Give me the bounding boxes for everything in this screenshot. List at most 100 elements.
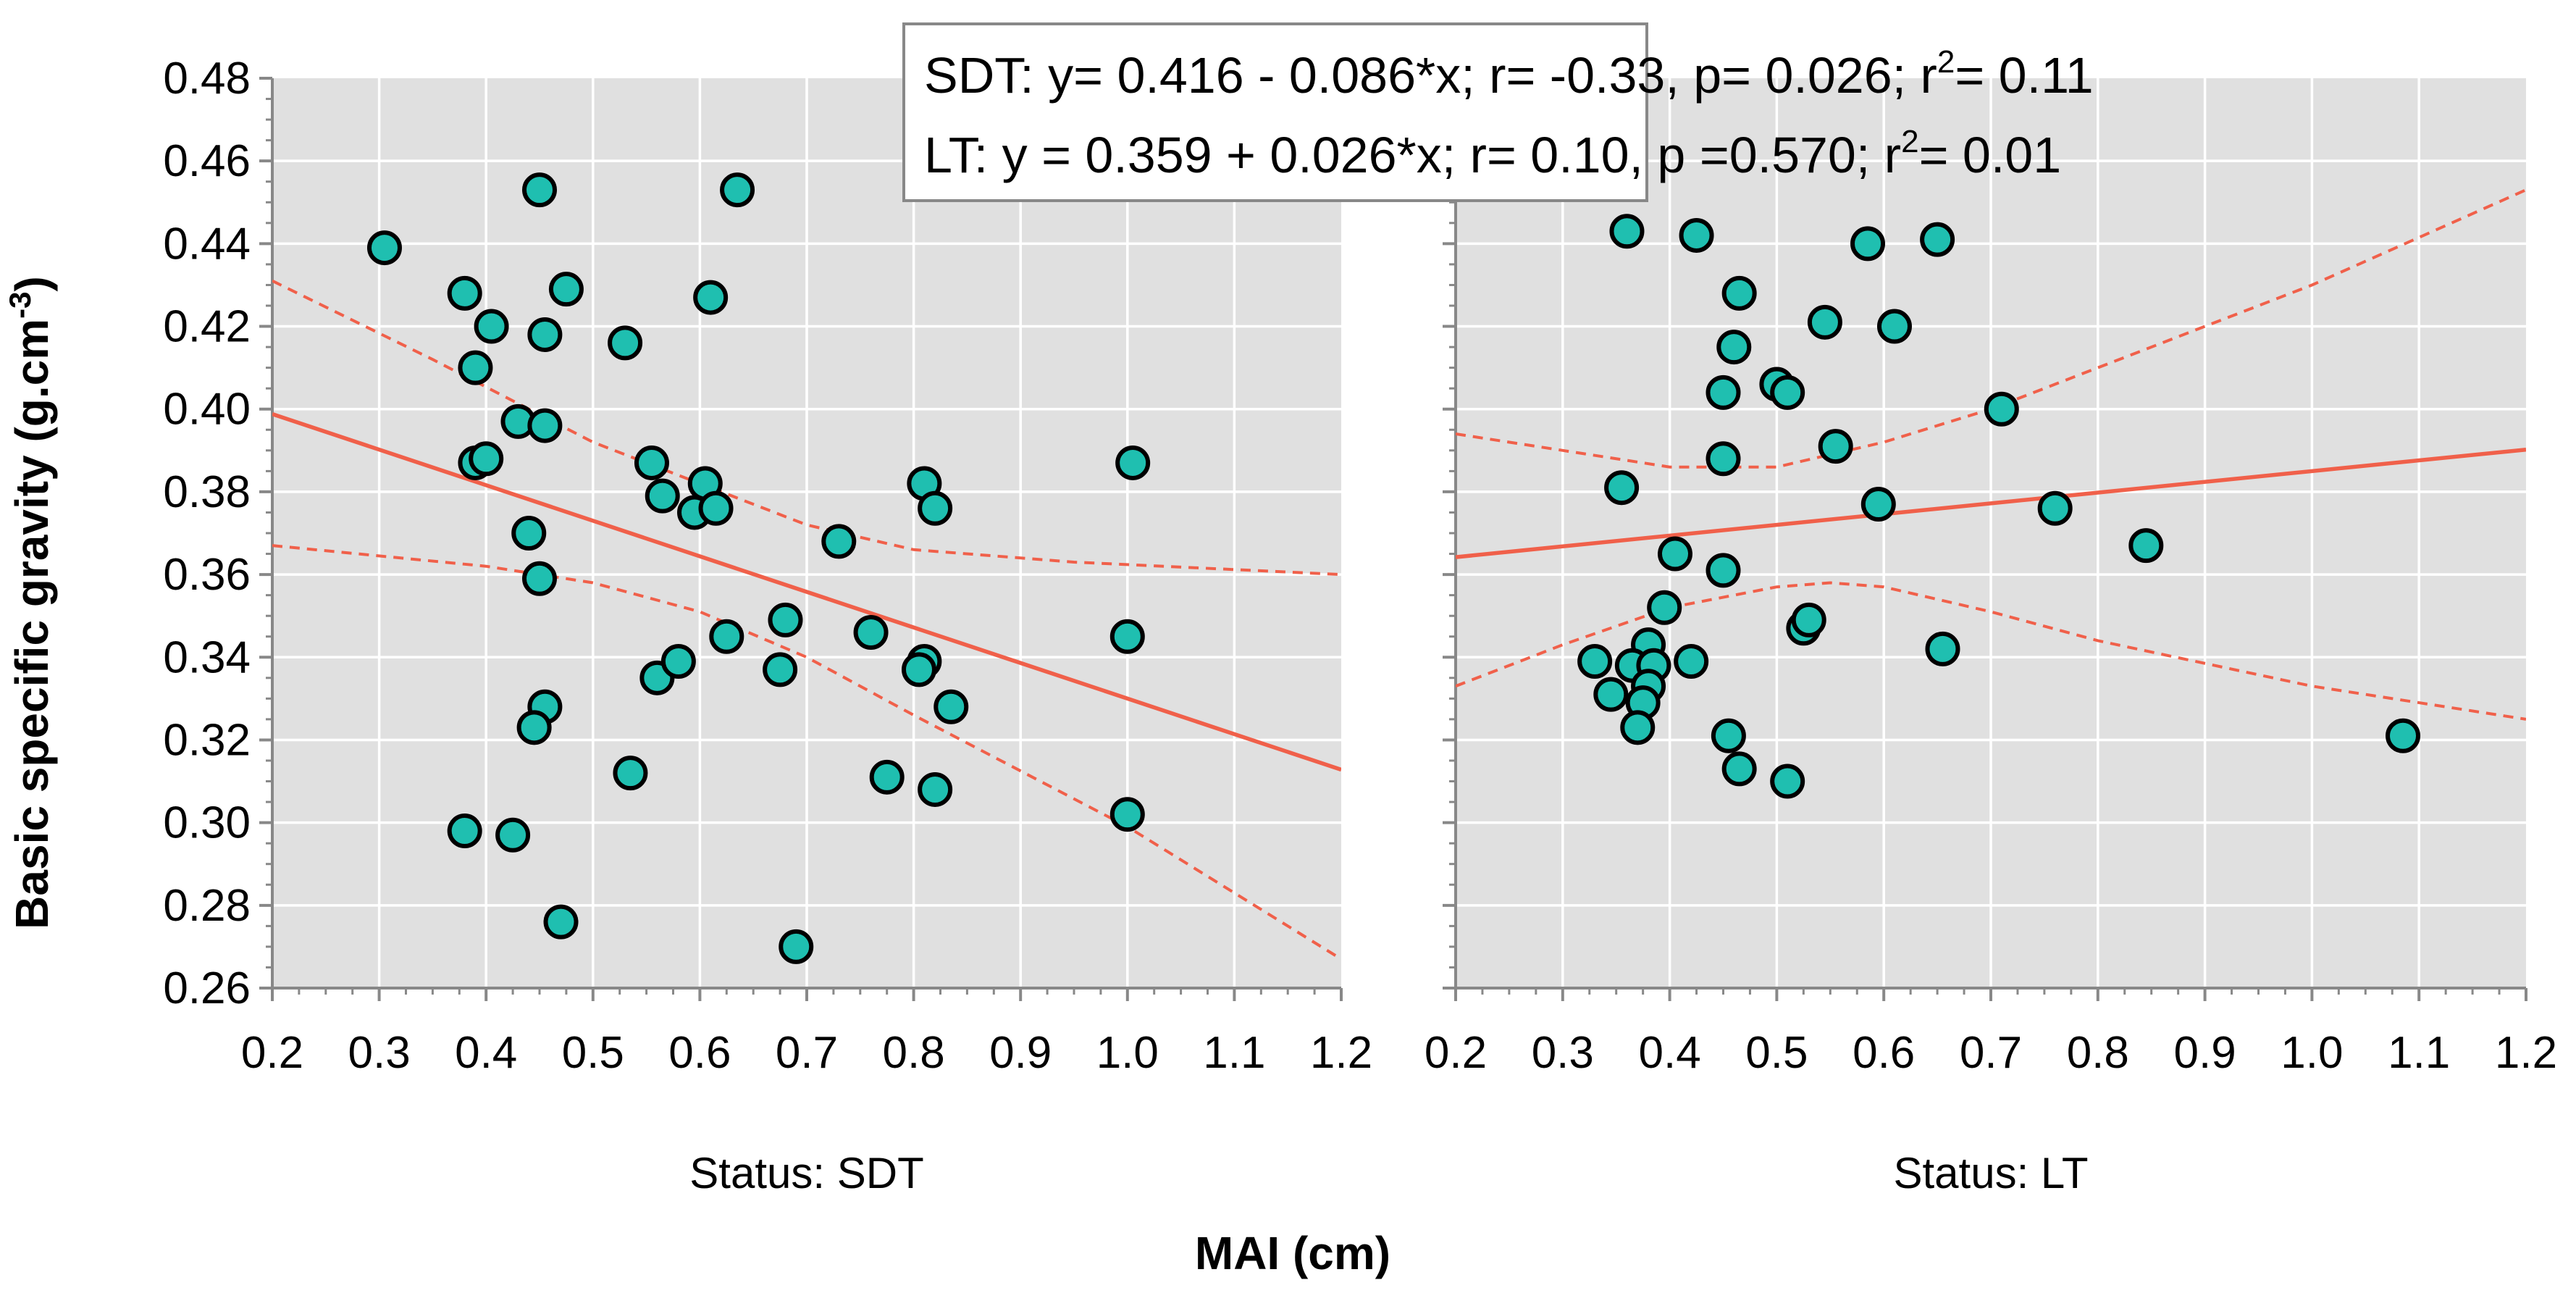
data-point [720,172,755,208]
data-point [660,643,696,679]
ci-lower-line [1456,581,2526,721]
data-point [1818,429,1853,464]
data-point [1770,764,1805,799]
data-point [511,516,547,551]
x-tick-label: 1.1 [2388,1028,2450,1078]
y-tick-label: 0.46 [163,136,251,186]
data-point [709,619,744,654]
data-point [1706,553,1741,588]
x-axis-title: MAI (cm) [1195,1227,1390,1279]
x-tick-label: 1.0 [2281,1028,2343,1078]
data-point [634,445,669,480]
data-point [1860,487,1896,522]
data-point [645,478,680,514]
x-tick-label: 0.9 [2173,1028,2236,1078]
data-point [2128,528,2164,564]
data-point [1109,797,1145,832]
data-point [548,272,584,307]
y-tick-label: 0.42 [163,302,251,352]
x-tick-label: 0.6 [668,1028,731,1078]
y-tick-label: 0.26 [163,963,251,1013]
y-tick-label: 0.32 [163,715,251,765]
x-tick-label: 0.8 [882,1028,944,1078]
data-point [1115,445,1151,480]
data-point [447,275,482,311]
data-point [693,280,729,315]
x-tick-label: 0.7 [1960,1028,2022,1078]
x-tick-label: 1.1 [1203,1028,1265,1078]
legend-box [902,22,1648,202]
y-tick-label: 0.36 [163,550,251,600]
x-tick-label: 0.3 [348,1028,410,1078]
data-point [1770,375,1805,410]
y-tick-label: 0.44 [163,219,251,269]
data-point [543,904,579,940]
y-tick-label: 0.30 [163,798,251,848]
data-point [522,561,557,596]
x-tick-label: 0.2 [1425,1028,1487,1078]
regression-line [1456,447,2526,559]
data-point [1577,643,1613,679]
data-point [1647,590,1682,625]
panel-sdt: 0.26 0.28 0.30 0.32 0.34 0.36 0.38 0.40 0.42 0.44… [163,54,1372,1197]
data-point [495,817,531,853]
data-point [853,615,889,650]
legend: SDT: y= 0.416 - 0.086*x; r= -0.33, p= 0.… [902,22,2094,202]
data-point [608,325,643,361]
data-point [522,172,557,208]
regression-line [272,411,1341,772]
y-tick-label: 0.28 [163,881,251,931]
data-point [474,309,509,344]
legend-line-sdt-tail: = 0.11 [1955,47,2093,104]
x-tick-label: 0.9 [989,1028,1052,1078]
data-point [1657,536,1692,572]
data-point [934,689,969,724]
x-tick-label: 0.4 [455,1028,517,1078]
data-point [1711,718,1746,753]
x-tick-label: 0.8 [2067,1028,2129,1078]
legend-line-lt-sup: 2 [1901,124,1918,159]
data-point [1620,710,1656,745]
data-point [527,408,563,443]
data-point [901,652,936,687]
x-tick-label: 0.4 [1638,1028,1700,1078]
x-tick-label: 0.3 [1532,1028,1594,1078]
ci-lower-line [272,544,1341,961]
panel-lt: 0.2 0.3 0.4 0.5 0.6 0.7 0.8 0.9 1.0 1.1 1.2 Status:… [1425,77,2557,1197]
data-point [763,652,798,687]
legend-line-sdt-sup: 2 [1937,44,1955,80]
legend-line-sdt-text: SDT: y= 0.416 - 0.086*x; r= -0.33, p= 0.… [924,47,1937,104]
data-point [918,490,953,526]
data-point [1609,214,1645,249]
data-point [2037,490,2073,526]
data-point [1721,751,1757,787]
y-axis-title: Basic specific gravity (g.cm-3) [3,276,58,929]
x-tick-label: 0.5 [1745,1028,1808,1078]
y-tick-label: 0.38 [163,467,251,517]
y-axis-title-end: ) [6,276,58,291]
data-point [821,524,857,559]
ci-upper-line [1456,188,2526,469]
data-point [1791,602,1826,637]
data-point [1679,217,1714,253]
data-point [1850,226,1886,262]
data-point [918,771,953,807]
x-tick-label: 0.6 [1853,1028,1915,1078]
y-axis-title-text: Basic specific gravity (g.cm [6,319,58,929]
data-point [1604,470,1640,506]
x-tick-label: 0.5 [562,1028,624,1078]
facet-label: Status: LT [1893,1149,2088,1197]
data-point [1721,275,1757,311]
y-tick-label: 0.48 [163,54,251,104]
x-tick-label: 1.2 [2495,1028,2557,1078]
plot-area [1456,188,2526,799]
data-point [1716,330,1752,365]
legend-line-lt-tail: = 0.01 [1919,127,2062,183]
y-tick-label: 0.40 [163,385,251,435]
data-point [469,441,504,477]
legend-line-lt: LT: y = 0.359 + 0.026*x; r= 0.10, p =0.5… [924,124,2061,183]
data-point [1593,677,1629,712]
data-point [527,317,563,352]
data-point [1925,631,1960,666]
